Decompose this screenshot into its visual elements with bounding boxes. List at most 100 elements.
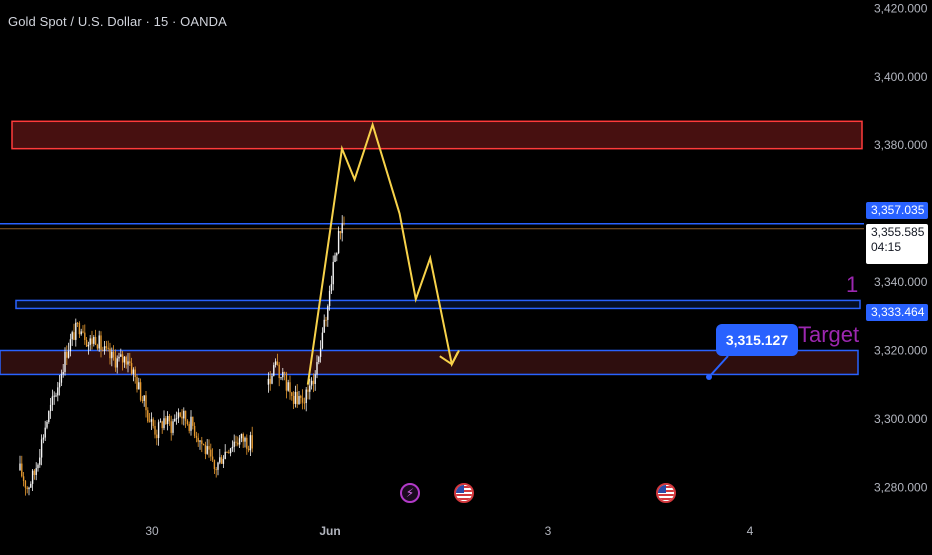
candle-body bbox=[327, 306, 329, 320]
projection-path bbox=[306, 121, 460, 385]
us-flag-event-icon-2[interactable] bbox=[656, 483, 676, 503]
candle-body bbox=[84, 332, 86, 340]
candle-body bbox=[136, 377, 138, 390]
candle-body bbox=[300, 396, 302, 398]
candle-body bbox=[343, 223, 345, 225]
candle-body bbox=[150, 419, 153, 422]
candle-body bbox=[224, 451, 226, 459]
candles-segment-2 bbox=[267, 215, 345, 412]
candle-body bbox=[222, 458, 225, 464]
candle-body bbox=[123, 356, 126, 363]
candle-body bbox=[159, 421, 162, 423]
candle-body bbox=[186, 420, 189, 425]
level-1-band bbox=[15, 299, 861, 310]
candle-body bbox=[85, 339, 88, 347]
candle-body bbox=[210, 449, 212, 457]
candle-body bbox=[242, 434, 244, 442]
candle-body bbox=[121, 354, 124, 363]
y-tick-label: 3,400.000 bbox=[874, 70, 928, 84]
candle-body bbox=[48, 411, 50, 422]
candle-body bbox=[312, 380, 315, 384]
lightning-event-icon[interactable]: ⚡ bbox=[400, 483, 420, 503]
candle-body bbox=[274, 361, 277, 366]
candle-body bbox=[22, 476, 25, 482]
candle-body bbox=[147, 410, 149, 422]
candle-body bbox=[57, 387, 59, 396]
candle-body bbox=[336, 253, 338, 256]
symbol-title[interactable]: Gold Spot / U.S. Dollar · 15 · OANDA bbox=[8, 14, 227, 29]
us-flag-icon bbox=[658, 485, 674, 501]
candle-body bbox=[139, 382, 142, 400]
candle-body bbox=[318, 356, 320, 363]
candle-body bbox=[177, 412, 180, 419]
candle-body bbox=[94, 336, 97, 345]
candle-body bbox=[116, 358, 118, 368]
candle-body bbox=[199, 440, 201, 442]
candle-body bbox=[321, 332, 324, 349]
candle-body bbox=[163, 418, 165, 429]
candle-body bbox=[249, 435, 252, 451]
candle-body bbox=[42, 437, 45, 440]
candle-body bbox=[31, 470, 34, 484]
candle-body bbox=[112, 351, 115, 358]
level-1-label: 1 bbox=[846, 272, 859, 297]
candle-body bbox=[111, 351, 113, 359]
candle-body bbox=[152, 419, 154, 426]
candle-body bbox=[289, 382, 291, 393]
candle-body bbox=[60, 374, 63, 383]
candle-body bbox=[134, 369, 136, 378]
candle-body bbox=[78, 323, 81, 335]
candle-body bbox=[211, 456, 214, 460]
candle-body bbox=[157, 422, 160, 439]
candle-body bbox=[226, 451, 228, 453]
candle-body bbox=[161, 421, 163, 429]
candle-body bbox=[114, 357, 117, 368]
candle-body bbox=[294, 391, 297, 404]
candle-body bbox=[237, 442, 239, 445]
candle-body bbox=[332, 261, 334, 285]
candle-body bbox=[82, 331, 84, 333]
candle-body bbox=[206, 446, 208, 454]
target-price-callout[interactable]: 3,315.127 bbox=[716, 324, 798, 356]
candle-body bbox=[89, 338, 91, 345]
candle-body bbox=[339, 231, 342, 234]
candle-body bbox=[240, 434, 243, 439]
candle-body bbox=[37, 464, 39, 469]
x-tick-label: 3 bbox=[545, 524, 552, 538]
candle-body bbox=[49, 404, 52, 412]
candle-body bbox=[309, 385, 311, 392]
candle-body bbox=[235, 441, 237, 443]
candle-body bbox=[129, 361, 131, 364]
candle-body bbox=[181, 416, 183, 419]
candle-body bbox=[93, 336, 95, 344]
candle-body bbox=[195, 435, 198, 438]
target-label: Target bbox=[798, 322, 860, 347]
candle-body bbox=[285, 373, 288, 391]
candle-body bbox=[132, 369, 135, 374]
candle-body bbox=[107, 347, 109, 349]
candle-body bbox=[19, 463, 21, 471]
candle-body bbox=[145, 395, 147, 411]
us-flag-event-icon[interactable] bbox=[454, 483, 474, 503]
candle-body bbox=[190, 416, 192, 431]
target-point bbox=[706, 374, 712, 380]
candle-body bbox=[278, 364, 280, 379]
candle-body bbox=[28, 487, 30, 490]
candle-body bbox=[96, 344, 99, 349]
candle-body bbox=[246, 437, 248, 449]
candle-body bbox=[154, 425, 156, 435]
candle-body bbox=[305, 389, 307, 403]
candle-body bbox=[76, 322, 79, 324]
candle-body bbox=[292, 395, 295, 404]
candle-body bbox=[30, 483, 32, 488]
candle-body bbox=[197, 437, 199, 442]
candle-body bbox=[233, 441, 235, 447]
candle-body bbox=[170, 421, 172, 433]
candle-body bbox=[314, 374, 316, 384]
candle-body bbox=[127, 361, 129, 365]
candle-body bbox=[310, 380, 313, 386]
candle-body bbox=[118, 356, 120, 359]
candles-segment-1 bbox=[19, 318, 253, 496]
